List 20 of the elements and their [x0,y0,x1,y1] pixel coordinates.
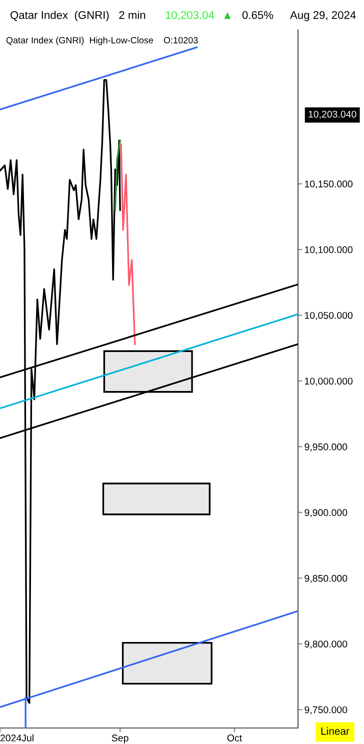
x-tick-label: Oct [227,734,242,742]
text: 0.65% [242,11,274,19]
x-tick-label: 2024Jul [0,734,34,742]
text: 10,203.040 [308,110,356,119]
y-tick-label: 9,950.000 [304,443,348,452]
text: Aug 29, 2024 [290,11,356,22]
y-tick-label: 9,850.000 [304,574,348,583]
x-tick-label: Sep [112,734,128,744]
y-tick-label: 10,050.000 [304,312,353,320]
text: Linear [321,727,350,735]
text: ▲ [224,12,231,19]
y-tick-label: 10,100.000 [304,246,353,254]
text: Qatar Index (GNRI) High-Low-Close O:10203 [6,36,198,46]
y-tick-label: 9,750.000 [304,706,348,714]
y-tick-label: 9,800.000 [304,640,348,649]
y-tick-label: 9,900.000 [304,509,348,518]
chart-title: Qatar Index (GNRI) 2 min [10,10,146,22]
y-tick-label: 10,150.000 [304,180,353,189]
y-tick-label: 10,000.000 [304,378,353,386]
text: 10,203.04 [166,11,214,20]
